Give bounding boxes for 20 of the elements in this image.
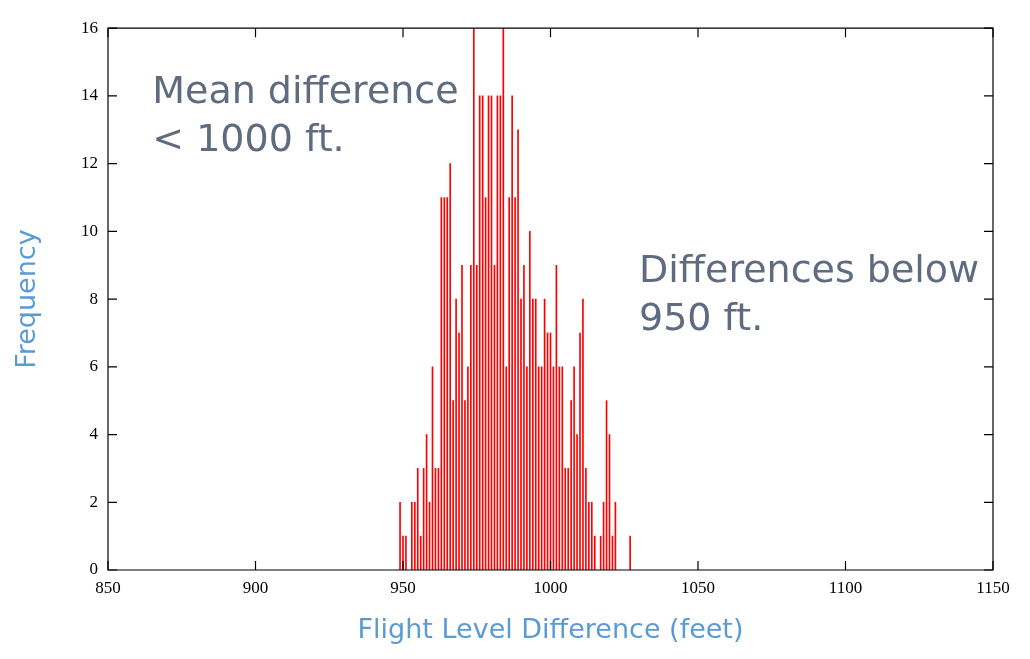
- x-tick-label: 850: [95, 577, 121, 597]
- y-tick-label: 10: [81, 220, 98, 240]
- y-tick-label: 6: [89, 356, 98, 376]
- x-tick-label: 1100: [828, 577, 863, 597]
- y-axis-title: Frequency: [10, 229, 42, 369]
- x-tick-label: 900: [242, 577, 269, 597]
- annotation: Mean difference < 1000 ft.: [152, 68, 459, 161]
- x-tick-label: 1000: [533, 577, 568, 597]
- annotation: Differences below 950 ft.: [639, 246, 980, 339]
- y-tick-label: 8: [89, 288, 98, 308]
- x-tick-label: 1050: [681, 577, 715, 597]
- x-tick-label: 950: [390, 577, 416, 597]
- y-tick-label: 2: [89, 491, 98, 511]
- y-tick-label: 14: [81, 85, 99, 105]
- y-tick-label: 0: [89, 559, 98, 579]
- y-tick-label: 16: [81, 17, 98, 37]
- y-tick-label: 4: [89, 424, 99, 444]
- x-axis-title: Flight Level Difference (feet): [357, 612, 744, 644]
- x-tick-label: 1150: [976, 577, 1010, 597]
- y-tick-label: 12: [81, 153, 98, 173]
